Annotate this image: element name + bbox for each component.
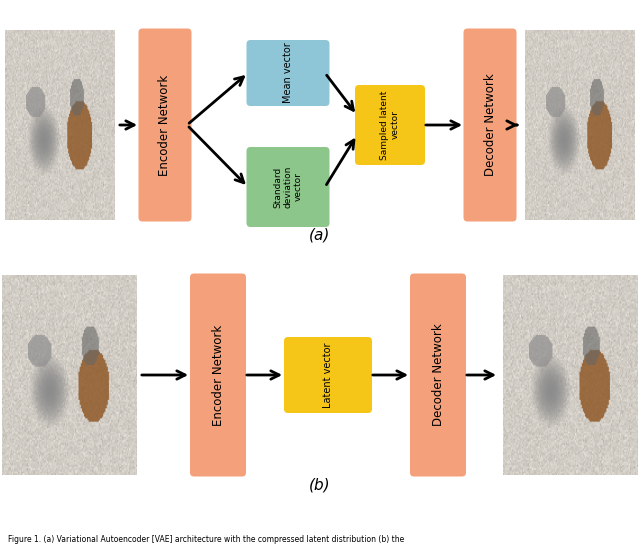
Text: Encoder Network: Encoder Network bbox=[211, 324, 225, 426]
Text: (b): (b) bbox=[309, 477, 331, 492]
FancyBboxPatch shape bbox=[246, 40, 330, 106]
Text: Mean vector: Mean vector bbox=[283, 43, 293, 103]
Text: Figure 1. (a) Variational Autoencoder [VAE] architecture with the compressed lat: Figure 1. (a) Variational Autoencoder [V… bbox=[8, 536, 404, 544]
FancyBboxPatch shape bbox=[410, 273, 466, 476]
FancyBboxPatch shape bbox=[138, 29, 191, 222]
FancyBboxPatch shape bbox=[190, 273, 246, 476]
Text: Standard
deviation
vector: Standard deviation vector bbox=[273, 166, 303, 208]
Text: Decoder Network: Decoder Network bbox=[431, 323, 445, 426]
Text: Latent vector: Latent vector bbox=[323, 342, 333, 408]
FancyBboxPatch shape bbox=[246, 147, 330, 227]
FancyBboxPatch shape bbox=[284, 337, 372, 413]
FancyBboxPatch shape bbox=[463, 29, 516, 222]
Text: Sampled latent
vector: Sampled latent vector bbox=[380, 90, 400, 160]
FancyBboxPatch shape bbox=[355, 85, 425, 165]
Text: Decoder Network: Decoder Network bbox=[483, 74, 497, 177]
Text: Encoder Network: Encoder Network bbox=[159, 74, 172, 175]
Text: (a): (a) bbox=[309, 228, 331, 243]
